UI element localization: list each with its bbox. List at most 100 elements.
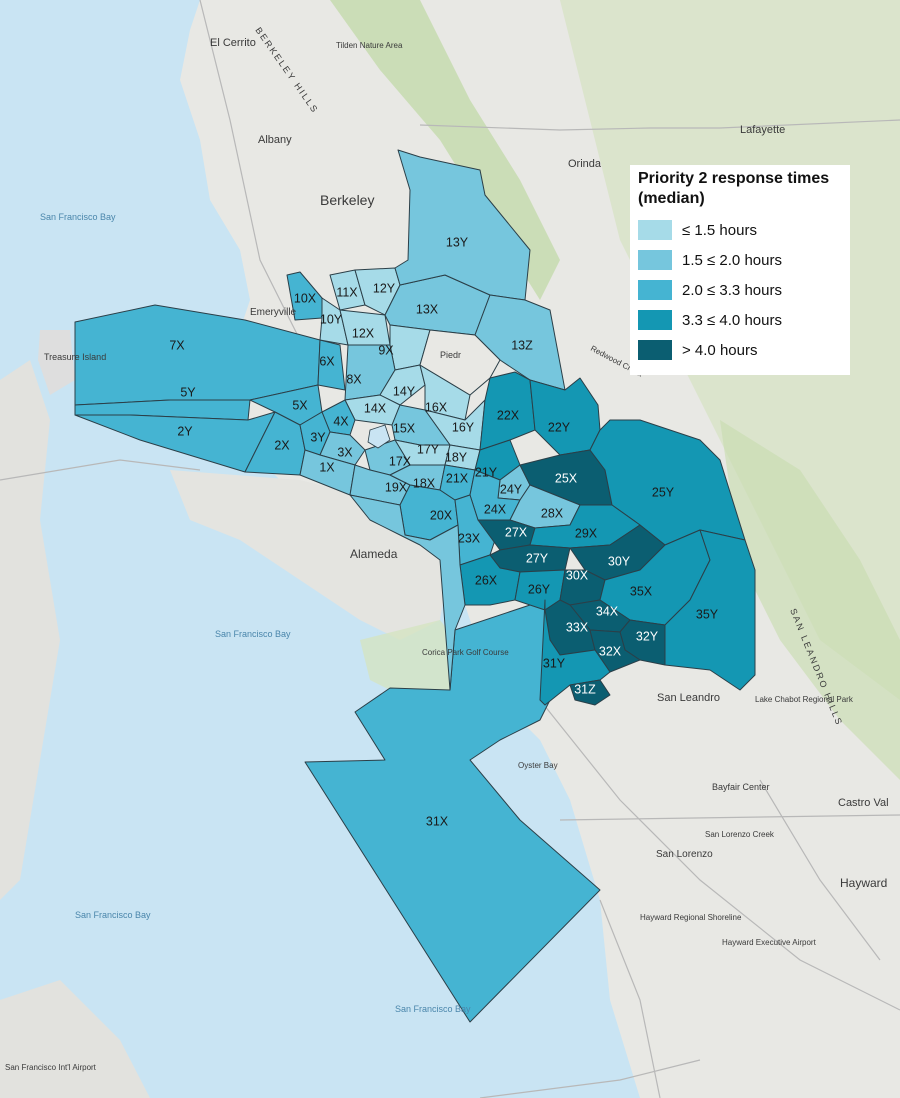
beat-label-23X: 23X (458, 531, 481, 545)
beat-label-11X: 11X (336, 285, 358, 299)
treasure-island (38, 330, 75, 395)
beat-label-9X: 9X (378, 343, 394, 357)
label-san-leandro: San Leandro (657, 692, 720, 704)
label-berkeley: Berkeley (320, 192, 374, 208)
label-emeryville: Emeryville (250, 307, 297, 318)
label-san-lorenzo: San Lorenzo (656, 849, 713, 860)
beat-label-28X: 28X (541, 506, 564, 520)
legend-item: 2.0 ≤ 3.3 hours (638, 275, 842, 305)
beat-31Z-area[interactable] (569, 679, 611, 706)
beat-label-27Y: 27Y (526, 551, 549, 565)
legend-label: 1.5 ≤ 2.0 hours (682, 251, 782, 269)
legend-label: 2.0 ≤ 3.3 hours (682, 281, 782, 299)
beat-label-27X: 27X (505, 525, 528, 539)
beat-label-32Y: 32Y (636, 629, 659, 643)
beat-label-32X: 32X (599, 644, 622, 658)
beat-label-26Y: 26Y (528, 582, 551, 596)
beat-label-21Y: 21Y (475, 465, 498, 479)
beats (74, 149, 756, 1023)
beat-label-12X: 12X (352, 326, 375, 340)
legend-swatch (638, 280, 672, 300)
legend-swatch (638, 220, 672, 240)
beat-label-15X: 15X (393, 421, 416, 435)
airport-shore (0, 980, 150, 1098)
beat-6X-area[interactable] (317, 339, 346, 391)
beat-label-13Z: 13Z (511, 338, 533, 352)
legend-title: Priority 2 response times (median) (638, 170, 830, 207)
beat-label-31X: 31X (426, 814, 449, 828)
beat-label-33X: 33X (566, 620, 589, 634)
legend-item: > 4.0 hours (638, 335, 842, 365)
beat-label-17Y: 17Y (417, 442, 440, 456)
legend-item: 1.5 ≤ 2.0 hours (638, 245, 842, 275)
beat-label-30X: 30X (566, 568, 589, 582)
beat-label-31Y: 31Y (543, 656, 566, 670)
label-hayward: Hayward (840, 876, 887, 890)
beat-label-10Y: 10Y (320, 312, 343, 326)
beat-labels: 13Y 10X 11X 12Y 10Y 13X 13Z 12X 9X 7X 6X… (169, 235, 718, 828)
beat-label-10X: 10X (294, 291, 317, 305)
label-alameda: Alameda (350, 547, 398, 561)
label-el-cerrito: El Cerrito (210, 37, 256, 49)
beat-3X-area[interactable] (319, 431, 366, 466)
legend-label: > 4.0 hours (682, 341, 758, 359)
label-lake-chabot: Lake Chabot Regional Park (755, 695, 854, 704)
beat-label-22Y: 22Y (548, 420, 571, 434)
piedmont-hole (419, 329, 501, 396)
beat-label-24X: 24X (484, 502, 507, 516)
beat-label-21X: 21X (446, 471, 469, 485)
beat-31Y-area[interactable] (539, 599, 611, 706)
beat-label-14X: 14X (364, 401, 387, 415)
beat-label-13X: 13X (416, 302, 439, 316)
label-hayward-shoreline: Hayward Regional Shoreline (640, 913, 742, 922)
legend-item: 3.3 ≤ 4.0 hours (638, 305, 842, 335)
beat-label-16Y: 16Y (452, 420, 475, 434)
label-san-lorenzo-creek: San Lorenzo Creek (705, 830, 775, 839)
label-albany: Albany (258, 134, 292, 146)
beat-label-8X: 8X (346, 372, 362, 386)
beat-35Y-area[interactable] (664, 529, 756, 691)
beat-label-16X: 16X (425, 400, 448, 414)
beat-31X-area[interactable] (304, 599, 601, 1023)
beat-label-7X: 7X (169, 338, 185, 352)
legend-swatch (638, 250, 672, 270)
beat-10Y-area[interactable] (319, 297, 349, 346)
beat-label-26X: 26X (475, 573, 498, 587)
beat-label-35Y: 35Y (696, 607, 719, 621)
water-labels: San Francisco Bay San Francisco Bay San … (40, 212, 471, 1014)
label-bay-1: San Francisco Bay (40, 212, 116, 222)
beat-label-6X: 6X (319, 354, 335, 368)
label-oyster-bay: Oyster Bay (518, 761, 558, 770)
label-bay-3: San Francisco Bay (75, 910, 151, 920)
legend-swatch (638, 340, 672, 360)
san-leandro-hills (720, 420, 900, 780)
west-shore (0, 360, 60, 900)
beat-label-29X: 29X (575, 526, 598, 540)
label-hayward-airport: Hayward Executive Airport (722, 938, 817, 947)
beat-label-18Y: 18Y (445, 450, 468, 464)
legend-swatch (638, 310, 672, 330)
beat-label-19X: 19X (385, 480, 408, 494)
beat-1X-east-area[interactable] (349, 494, 466, 691)
beat-label-5X: 5X (292, 398, 308, 412)
beat-label-18X: 18X (413, 476, 436, 490)
beat-label-30Y: 30Y (608, 554, 631, 568)
legend-label: 3.3 ≤ 4.0 hours (682, 311, 782, 329)
beat-label-22X: 22X (497, 408, 520, 422)
beat-label-25X: 25X (555, 471, 578, 485)
label-treasure-island: Treasure Island (44, 352, 106, 362)
beat-label-12Y: 12Y (373, 281, 396, 295)
beat-label-3Y: 3Y (310, 430, 326, 444)
label-lafayette: Lafayette (740, 124, 785, 136)
beat-label-35X: 35X (630, 584, 653, 598)
beat-14Y-area[interactable] (379, 364, 426, 406)
beat-label-13Y: 13Y (446, 235, 469, 249)
label-bay-2: San Francisco Bay (215, 629, 291, 639)
label-tilden: Tilden Nature Area (336, 41, 403, 50)
label-bay-4: San Francisco Bay (395, 1004, 471, 1014)
beat-label-4X: 4X (333, 414, 349, 428)
beat-label-5Y: 5Y (180, 385, 196, 399)
corica-park (360, 620, 470, 700)
